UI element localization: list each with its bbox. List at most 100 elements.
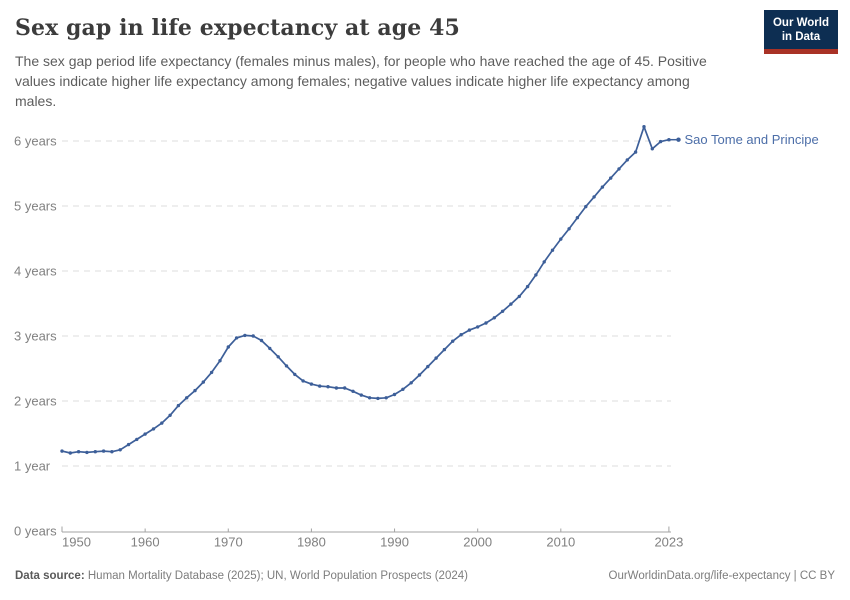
data-point[interactable] (251, 334, 255, 338)
data-point[interactable] (276, 355, 280, 359)
owid-logo-line2: in Data (781, 30, 821, 43)
x-tick-label: 1950 (62, 535, 91, 550)
series-points[interactable] (60, 125, 671, 455)
data-point[interactable] (517, 294, 521, 299)
data-point[interactable] (160, 421, 164, 425)
data-point[interactable] (625, 158, 629, 162)
data-point[interactable] (384, 396, 388, 400)
data-point[interactable] (500, 309, 505, 313)
data-point[interactable] (76, 450, 81, 454)
data-source-label: Data source: (15, 570, 85, 582)
y-tick-label: 3 years (14, 329, 57, 344)
data-point[interactable] (426, 364, 430, 369)
series-line[interactable] (61, 125, 670, 454)
data-point[interactable] (417, 373, 422, 377)
data-point[interactable] (226, 345, 230, 349)
y-tick-label: 5 years (14, 199, 57, 214)
x-tick-label: 1970 (214, 535, 243, 550)
data-point[interactable] (509, 302, 513, 306)
y-tick-label: 1 year (14, 459, 51, 474)
data-point[interactable] (525, 284, 530, 289)
data-source-note: Data source: Human Mortality Database (2… (15, 569, 468, 584)
data-point[interactable] (401, 387, 405, 391)
data-point[interactable] (584, 204, 588, 209)
data-point[interactable] (85, 450, 89, 455)
data-point[interactable] (476, 325, 480, 329)
data-point[interactable] (351, 389, 355, 393)
data-point[interactable] (234, 336, 239, 340)
data-point[interactable] (359, 393, 363, 397)
data-point[interactable] (542, 260, 546, 264)
data-point[interactable] (459, 333, 463, 337)
data-point[interactable] (633, 150, 638, 154)
y-tick-label: 2 years (14, 394, 57, 409)
data-point[interactable] (609, 176, 613, 180)
data-point[interactable] (101, 449, 106, 453)
data-point[interactable] (151, 427, 156, 431)
data-point[interactable] (451, 339, 455, 343)
data-source-text: Human Mortality Database (2025); UN, Wor… (84, 570, 468, 582)
x-axis: 1950 1960 1970 1980 1990 2000 2010 2023 (61, 526, 683, 550)
data-point[interactable] (617, 167, 621, 171)
data-point[interactable] (467, 328, 472, 332)
data-point[interactable] (434, 356, 438, 360)
data-point[interactable] (492, 316, 496, 320)
chart-subtitle: The sex gap period life expectancy (fema… (15, 53, 707, 109)
x-tick-label: 1960 (131, 535, 160, 550)
data-point[interactable] (301, 379, 305, 383)
data-point[interactable] (658, 139, 663, 144)
data-point[interactable] (60, 449, 64, 453)
owid-logo: Our World in Data (763, 10, 838, 54)
chart-header: Sex gap in life expectancy at age 45 The… (15, 14, 835, 111)
data-point[interactable] (367, 396, 372, 400)
data-point[interactable] (567, 227, 571, 231)
data-point[interactable] (343, 386, 347, 390)
data-point[interactable] (259, 338, 264, 343)
data-point[interactable] (559, 237, 563, 241)
data-point[interactable] (135, 437, 139, 442)
data-point[interactable] (534, 273, 538, 277)
data-point[interactable] (284, 364, 289, 368)
data-point[interactable] (575, 216, 580, 220)
data-point[interactable] (376, 396, 380, 401)
data-point[interactable] (193, 388, 197, 393)
x-tick-label: 2023 (654, 535, 683, 550)
footer-link[interactable]: OurWorldinData.org/life-expectancy | CC … (608, 570, 835, 582)
data-point[interactable] (243, 333, 247, 338)
data-point[interactable] (68, 451, 73, 455)
x-tick-label: 1980 (297, 535, 326, 550)
data-point[interactable] (442, 347, 447, 352)
data-point[interactable] (318, 384, 322, 388)
data-point[interactable] (110, 450, 114, 454)
data-point[interactable] (118, 448, 122, 452)
data-point[interactable] (201, 380, 205, 384)
data-point[interactable] (309, 382, 314, 386)
x-tick-label: 2010 (546, 535, 575, 550)
data-point[interactable] (409, 381, 413, 385)
data-point[interactable] (650, 147, 654, 151)
data-point[interactable] (209, 370, 214, 375)
data-point[interactable] (550, 248, 555, 252)
data-point[interactable] (293, 372, 297, 377)
data-point[interactable] (600, 185, 605, 189)
data-point[interactable] (334, 386, 339, 390)
data-point[interactable] (326, 385, 330, 389)
data-point[interactable] (143, 432, 147, 436)
series-label[interactable]: Sao Tome and Principe (685, 132, 819, 147)
page-title: Sex gap in life expectancy at age 45 (15, 15, 460, 41)
data-point[interactable] (268, 346, 272, 351)
y-tick-label: 0 years (14, 524, 57, 539)
data-point[interactable] (392, 392, 397, 397)
data-point[interactable] (176, 403, 181, 408)
data-point[interactable] (642, 125, 646, 129)
data-point[interactable] (126, 442, 131, 447)
data-point[interactable] (218, 359, 222, 363)
data-point[interactable] (93, 450, 98, 454)
data-point[interactable] (168, 413, 172, 417)
data-point[interactable] (484, 321, 488, 325)
data-point[interactable] (185, 396, 189, 400)
data-point[interactable] (592, 195, 596, 199)
owid-logo-line1: Our World (772, 17, 829, 29)
